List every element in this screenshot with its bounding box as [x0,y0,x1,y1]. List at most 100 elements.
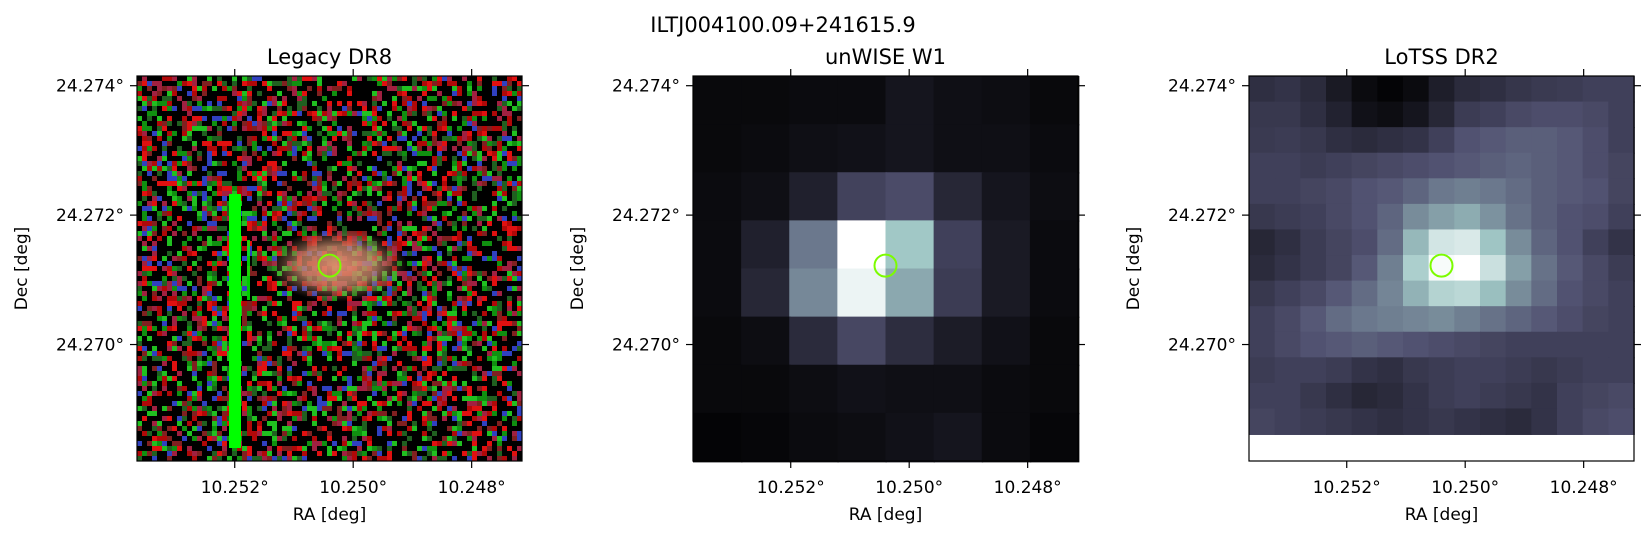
noise-pixel [142,206,147,211]
noise-pixel [187,341,192,346]
noise-pixel [202,401,207,406]
heatmap-cell [1377,280,1404,308]
noise-pixel [297,176,302,181]
noise-pixel [147,396,152,401]
noise-pixel [307,431,312,436]
noise-pixel [437,366,442,371]
noise-pixel [302,446,307,451]
noise-pixel [482,376,487,381]
noise-pixel [162,386,167,391]
noise-pixel [167,236,172,241]
noise-pixel [162,446,167,451]
noise-pixel [407,101,412,106]
noise-pixel [427,111,432,116]
noise-pixel [262,396,267,401]
noise-pixel [162,406,167,411]
noise-pixel [212,426,217,431]
heatmap-cell [1557,331,1584,359]
noise-pixel [207,371,212,376]
noise-pixel [517,246,522,251]
noise-pixel [197,226,202,231]
noise-pixel [307,86,312,91]
noise-pixel [452,261,457,266]
heatmap-cell [1582,280,1610,308]
noise-pixel [427,141,432,146]
noise-pixel [212,381,217,386]
noise-pixel [487,136,492,141]
noise-pixel [382,331,387,336]
noise-pixel [157,196,162,201]
noise-pixel [397,126,402,131]
noise-pixel [142,396,147,401]
noise-pixel [452,136,457,141]
noise-pixel [242,146,247,151]
noise-pixel [477,101,482,106]
noise-pixel [282,446,287,451]
noise-pixel [412,196,417,201]
noise-pixel [172,181,177,186]
noise-pixel [227,151,232,156]
noise-pixel [502,241,507,246]
noise-pixel [167,416,172,421]
noise-pixel [167,121,172,126]
noise-pixel [512,216,517,221]
noise-pixel [222,276,227,281]
noise-pixel [257,451,262,456]
noise-pixel [497,151,502,156]
noise-pixel [307,346,312,351]
heatmap-cell [741,76,791,126]
noise-pixel [267,446,272,451]
noise-pixel [227,191,232,196]
noise-pixel [427,356,432,361]
noise-pixel [517,156,522,161]
noise-pixel [162,316,167,321]
noise-pixel [272,411,277,416]
noise-pixel [207,306,212,311]
noise-pixel [262,431,267,436]
noise-pixel [347,351,352,356]
noise-pixel [232,111,237,116]
noise-pixel [167,436,172,441]
noise-pixel [187,431,192,436]
noise-pixel [492,81,497,86]
noise-pixel [447,276,452,281]
noise-pixel [507,76,512,81]
noise-pixel [477,276,482,281]
noise-pixel [242,106,247,111]
noise-pixel [257,351,262,356]
noise-pixel [252,256,257,261]
noise-pixel [227,456,232,461]
noise-pixel [427,186,432,191]
noise-pixel [202,421,207,426]
noise-pixel [337,421,342,426]
noise-pixel [172,281,177,286]
noise-pixel [382,196,387,201]
heatmap-cell [1326,101,1353,129]
noise-pixel [412,231,417,236]
noise-pixel [147,81,152,86]
noise-pixel [172,341,177,346]
noise-pixel [372,116,377,121]
noise-pixel [292,301,297,306]
noise-pixel [507,176,512,181]
noise-pixel [462,171,467,176]
noise-pixel [172,321,177,326]
noise-pixel [257,156,262,161]
noise-pixel [507,271,512,276]
noise-pixel [202,191,207,196]
noise-pixel [267,381,272,386]
noise-pixel [262,361,267,366]
noise-pixel [157,261,162,266]
noise-pixel [247,171,252,176]
noise-pixel [187,356,192,361]
noise-pixel [152,426,157,431]
noise-pixel [197,366,202,371]
noise-pixel [207,181,212,186]
noise-pixel [512,331,517,336]
noise-pixel [477,321,482,326]
noise-pixel [207,206,212,211]
noise-pixel [422,456,427,461]
noise-pixel [437,186,442,191]
noise-pixel [152,296,157,301]
noise-pixel [357,441,362,446]
